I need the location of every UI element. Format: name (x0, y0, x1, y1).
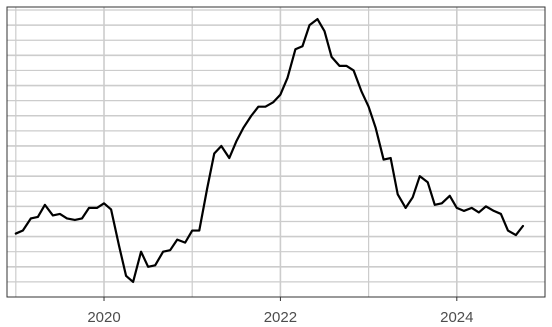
data-point (507, 229, 509, 232)
data-point (330, 56, 333, 58)
data-point (30, 217, 32, 220)
data-point (235, 140, 238, 143)
data-point (15, 232, 17, 235)
data-point (206, 187, 209, 190)
data-point (191, 229, 194, 232)
data-point (426, 181, 429, 184)
data-point (500, 213, 502, 215)
x-tick-label: 2024 (440, 309, 473, 326)
data-point (176, 238, 179, 241)
data-point (418, 175, 421, 177)
x-axis: 2020 2022 2024 (87, 297, 473, 326)
data-point (52, 214, 54, 217)
data-point (352, 69, 355, 72)
data-point (323, 30, 326, 32)
data-point (441, 202, 443, 205)
series-group (14, 17, 525, 283)
data-point (22, 229, 24, 232)
data-point (250, 114, 253, 117)
data-point (316, 18, 319, 20)
data-point (515, 234, 517, 236)
data-point (411, 196, 414, 199)
data-point (286, 77, 289, 79)
data-point (59, 213, 61, 215)
data-point (140, 250, 142, 253)
data-point (257, 105, 260, 108)
data-point (66, 217, 68, 220)
data-point (88, 207, 90, 209)
data-point (308, 24, 311, 26)
data-point (132, 281, 134, 283)
data-point (37, 216, 39, 218)
data-point (44, 204, 46, 206)
data-point (389, 157, 392, 159)
data-point (470, 207, 473, 209)
data-point (162, 250, 164, 253)
data-point (154, 264, 156, 267)
data-point (242, 127, 245, 129)
major-gridlines (7, 7, 545, 297)
data-point (103, 202, 105, 205)
data-point (118, 244, 120, 247)
data-point (220, 145, 223, 147)
data-point (198, 229, 201, 232)
series-line (14, 17, 525, 283)
data-point (279, 93, 282, 96)
data-point (228, 157, 231, 159)
data-point (463, 210, 465, 212)
data-point (74, 219, 76, 221)
data-point (294, 48, 297, 51)
data-point (374, 127, 377, 129)
data-point (382, 158, 385, 161)
data-point (478, 211, 480, 214)
data-point (396, 193, 399, 196)
data-point (184, 241, 186, 244)
data-point (456, 207, 458, 209)
data-point (301, 45, 304, 48)
x-tick-label: 2022 (264, 309, 297, 326)
data-point (147, 265, 149, 268)
data-point (485, 205, 487, 208)
data-point (448, 195, 451, 197)
data-point (338, 65, 341, 67)
plot-panel-background (7, 7, 545, 297)
data-point (493, 210, 495, 212)
minor-gridlines (7, 7, 545, 297)
data-point (272, 101, 275, 103)
data-point (360, 90, 363, 93)
data-point (81, 217, 83, 220)
data-point (125, 275, 127, 277)
data-point (433, 204, 436, 206)
data-point (404, 207, 407, 209)
data-point (367, 105, 370, 108)
data-point (110, 208, 112, 211)
plot-panel-border (6, 6, 546, 298)
data-point (169, 249, 171, 251)
data-point (345, 65, 348, 67)
data-point (213, 152, 216, 155)
data-point (96, 207, 98, 209)
data-point (264, 105, 267, 108)
data-point (522, 225, 524, 227)
x-tick-label: 2020 (87, 309, 120, 326)
